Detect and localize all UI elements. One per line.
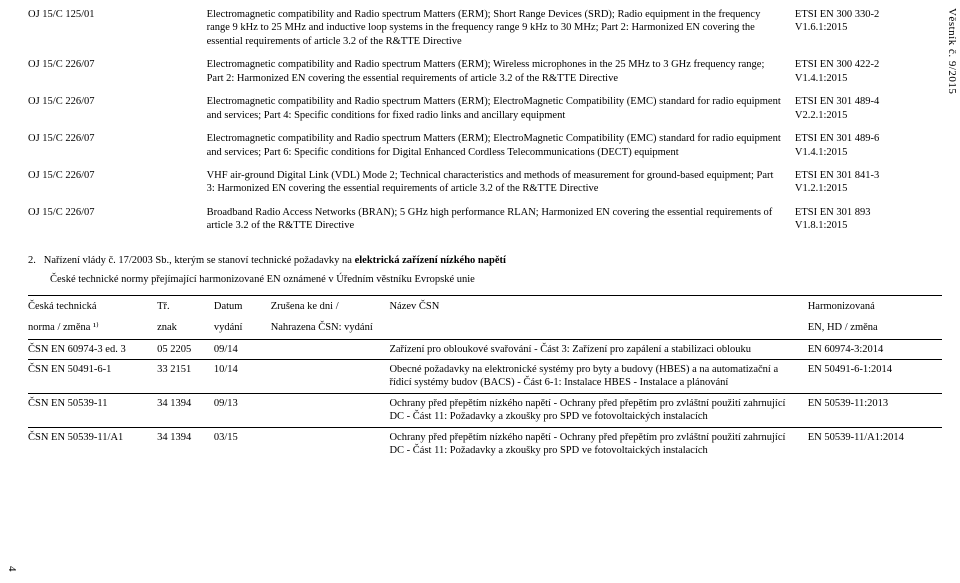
cell xyxy=(271,339,390,359)
cell: Ochrany před přepětím nízkého napětí - O… xyxy=(389,393,807,427)
desc-cell: Broadband Radio Access Networks (BRAN); … xyxy=(207,204,795,241)
std-cell: ETSI EN 300 422-2V1.4.1:2015 xyxy=(795,56,942,93)
section-2-title: Nařízení vlády č. 17/2003 Sb., kterým se… xyxy=(44,255,355,266)
table-row: ČSN EN 60974-3 ed. 305 220509/14 Zařízení… xyxy=(28,339,942,359)
cell: EN 60974-3:2014 xyxy=(808,339,942,359)
table-row: OJ 15/C 226/07Broadband Radio Access Net… xyxy=(28,204,942,241)
cell: 33 2151 xyxy=(157,360,214,394)
col-head: EN, HD / změna xyxy=(808,317,942,339)
cell: 05 2205 xyxy=(157,339,214,359)
cell: 09/13 xyxy=(214,393,271,427)
cell: 10/14 xyxy=(214,360,271,394)
cell: EN 50539-11:2013 xyxy=(808,393,942,427)
cell: ČSN EN 50539-11 xyxy=(28,393,157,427)
cell xyxy=(271,427,390,460)
cell: 09/14 xyxy=(214,339,271,359)
lower-table: Česká technická Tř. Datum Zrušena ke dni… xyxy=(28,295,942,461)
std-cell: ETSI EN 301 489-4V2.2.1:2015 xyxy=(795,93,942,130)
desc-cell: VHF air-ground Digital Link (VDL) Mode 2… xyxy=(207,167,795,204)
desc-cell: Electromagnetic compatibility and Radio … xyxy=(207,6,795,56)
cell: ČSN EN 50491-6-1 xyxy=(28,360,157,394)
ref-cell: OJ 15/C 226/07 xyxy=(28,130,207,167)
col-head xyxy=(389,317,807,339)
ref-cell: OJ 15/C 226/07 xyxy=(28,204,207,241)
table-row: ČSN EN 50539-11/A134 139403/15 Ochrany př… xyxy=(28,427,942,460)
cell: 03/15 xyxy=(214,427,271,460)
ref-cell: OJ 15/C 226/07 xyxy=(28,56,207,93)
section-2-heading: 2. Nařízení vlády č. 17/2003 Sb., kterým… xyxy=(28,255,942,266)
table-row: ČSN EN 50539-1134 139409/13 Ochrany před … xyxy=(28,393,942,427)
ref-cell: OJ 15/C 125/01 xyxy=(28,6,207,56)
top-table: OJ 15/C 125/01Electromagnetic compatibil… xyxy=(28,6,942,241)
std-cell: ETSI EN 301 841-3V1.2.1:2015 xyxy=(795,167,942,204)
desc-cell: Electromagnetic compatibility and Radio … xyxy=(207,56,795,93)
cell: 34 1394 xyxy=(157,393,214,427)
col-head: Datum xyxy=(214,295,271,317)
col-head: vydání xyxy=(214,317,271,339)
col-head: Česká technická xyxy=(28,295,157,317)
cell: 34 1394 xyxy=(157,427,214,460)
cell: EN 50539-11/A1:2014 xyxy=(808,427,942,460)
cell: ČSN EN 60974-3 ed. 3 xyxy=(28,339,157,359)
cell: Ochrany před přepětím nízkého napětí - O… xyxy=(389,427,807,460)
cell: Obecné požadavky na elektronické systémy… xyxy=(389,360,807,394)
table-row: OJ 15/C 226/07Electromagnetic compatibil… xyxy=(28,56,942,93)
section-2-bold: elektrická zařízení nízkého napětí xyxy=(355,255,506,266)
page-number: 4 xyxy=(6,566,18,572)
cell xyxy=(271,360,390,394)
section-2-sub: České technické normy přejímající harmon… xyxy=(50,274,942,285)
col-head: Harmonizovaná xyxy=(808,295,942,317)
ref-cell: OJ 15/C 226/07 xyxy=(28,93,207,130)
desc-cell: Electromagnetic compatibility and Radio … xyxy=(207,130,795,167)
section-2-prefix: 2. xyxy=(28,255,36,266)
table-row: OJ 15/C 226/07Electromagnetic compatibil… xyxy=(28,93,942,130)
ref-cell: OJ 15/C 226/07 xyxy=(28,167,207,204)
cell: Zařízení pro obloukové svařování - Část … xyxy=(389,339,807,359)
cell: EN 50491-6-1:2014 xyxy=(808,360,942,394)
col-head: znak xyxy=(157,317,214,339)
std-cell: ETSI EN 301 489-6V1.4.1:2015 xyxy=(795,130,942,167)
table-row: OJ 15/C 226/07VHF air-ground Digital Lin… xyxy=(28,167,942,204)
cell: ČSN EN 50539-11/A1 xyxy=(28,427,157,460)
side-label: Věstník č. 9/2015 xyxy=(946,8,958,94)
col-head: Nahrazena ČSN: vydání xyxy=(271,317,390,339)
desc-cell: Electromagnetic compatibility and Radio … xyxy=(207,93,795,130)
table-row: OJ 15/C 226/07Electromagnetic compatibil… xyxy=(28,130,942,167)
col-head: Zrušena ke dni / xyxy=(271,295,390,317)
section-2: 2. Nařízení vlády č. 17/2003 Sb., kterým… xyxy=(28,255,942,285)
cell xyxy=(271,393,390,427)
col-head: Název ČSN xyxy=(389,295,807,317)
col-head: norma / změna ¹⁾ xyxy=(28,317,157,339)
table-row: OJ 15/C 125/01Electromagnetic compatibil… xyxy=(28,6,942,56)
col-head: Tř. xyxy=(157,295,214,317)
std-cell: ETSI EN 301 893V1.8.1:2015 xyxy=(795,204,942,241)
table-row: ČSN EN 50491-6-133 215110/14 Obecné požad… xyxy=(28,360,942,394)
std-cell: ETSI EN 300 330-2V1.6.1:2015 xyxy=(795,6,942,56)
